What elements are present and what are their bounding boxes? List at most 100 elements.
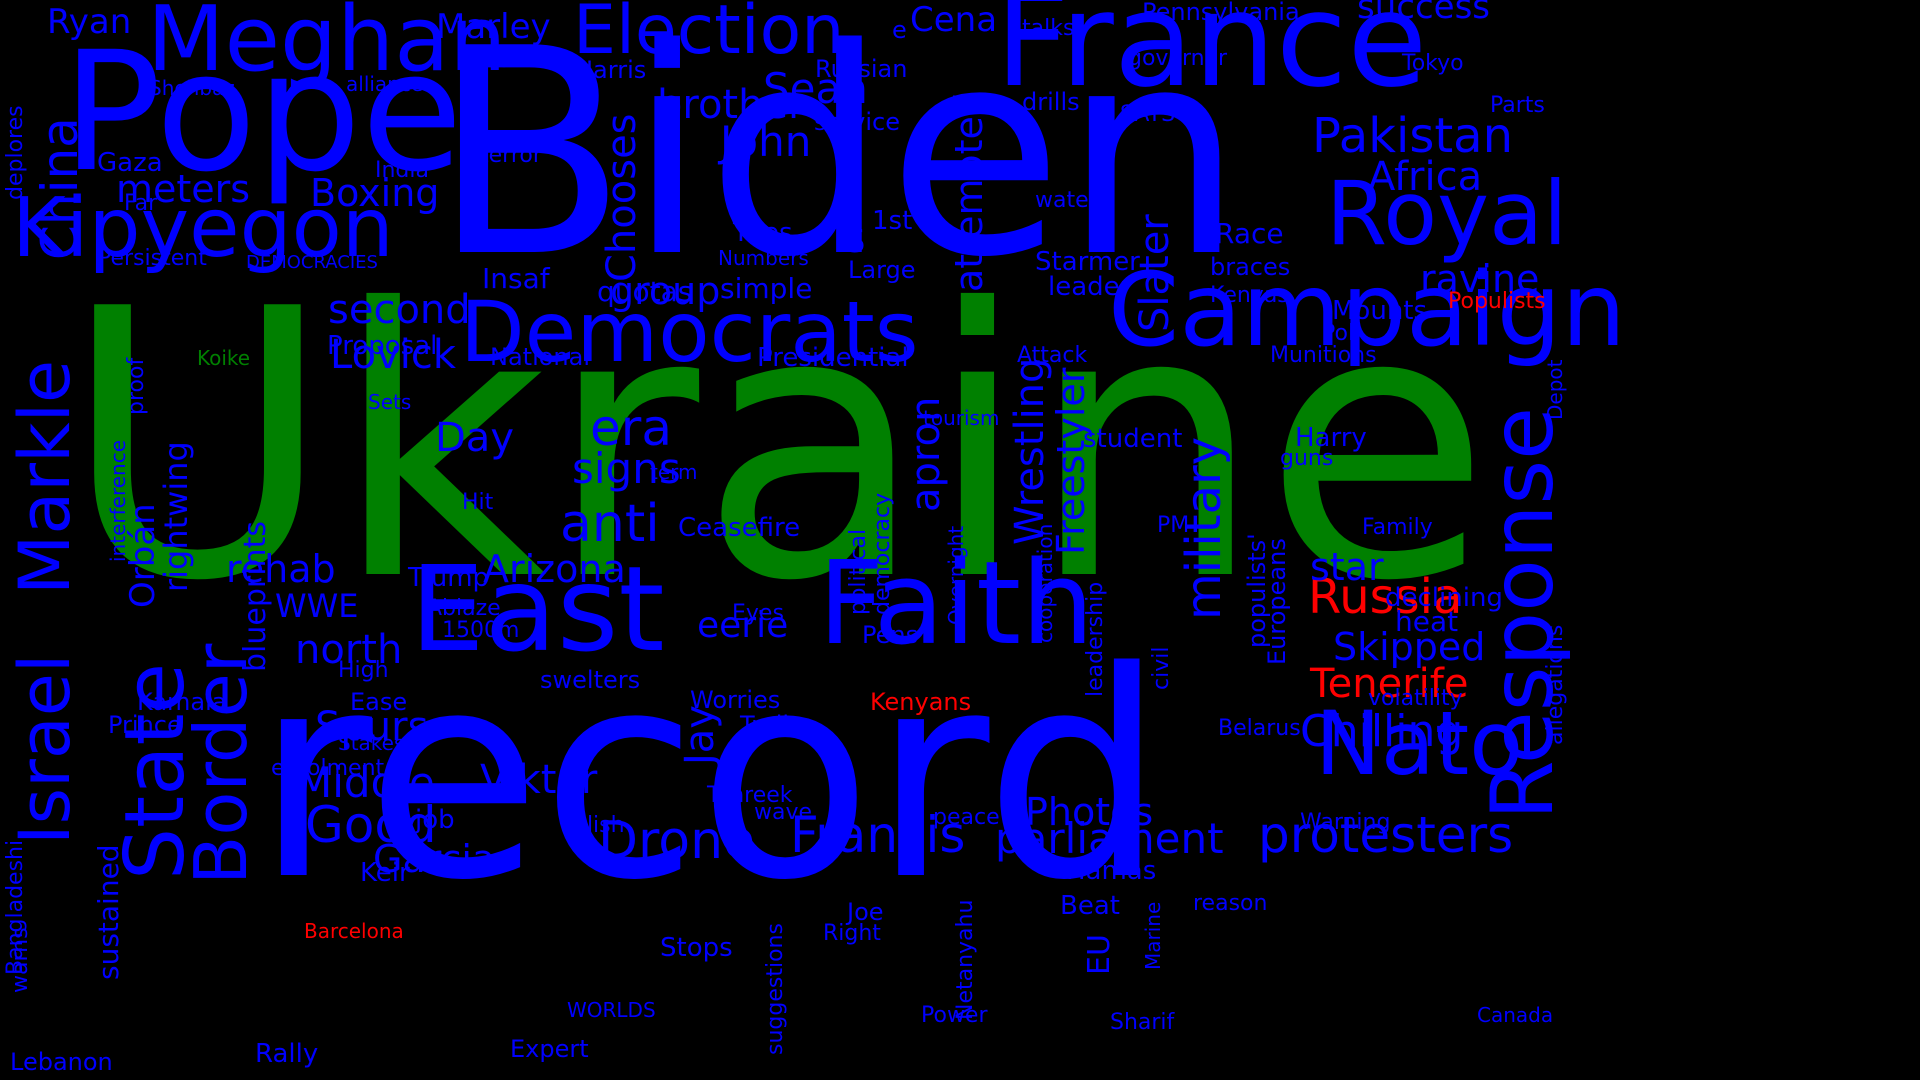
- word-attack: Attack: [1017, 343, 1088, 368]
- word-job: job: [415, 805, 455, 835]
- word-worries: Worries: [690, 686, 781, 714]
- word-lovick: Lovick: [330, 332, 456, 378]
- word-peace: peace: [933, 805, 1000, 830]
- word-kenyas: Kenyas: [1210, 283, 1289, 308]
- word-ceasefire: Ceasefire: [678, 513, 801, 543]
- word-sustained: sustained: [92, 844, 125, 980]
- word-ryan: Ryan: [47, 2, 132, 42]
- word-student: student: [1083, 424, 1183, 454]
- word-era: era: [590, 399, 672, 457]
- word-1500m: 1500m: [442, 618, 520, 643]
- word-viktor: Viktor: [480, 757, 598, 803]
- word-depot: Depot: [1543, 359, 1567, 420]
- word-barcelona: Barcelona: [304, 919, 404, 943]
- word-campaign: Campaign: [1108, 251, 1627, 370]
- word-simple: simple: [720, 272, 813, 305]
- word-rally: Rally: [255, 1039, 319, 1069]
- word-orb-n: Orbán: [123, 503, 163, 608]
- word-royal: Royal: [1326, 162, 1568, 265]
- word-tenerife: Tenerife: [1310, 661, 1469, 707]
- word-wrestling: Wrestling: [1007, 357, 1053, 545]
- word-rightwing: rightwing: [157, 441, 195, 592]
- word-pakistan: Pakistan: [1312, 108, 1513, 164]
- word-sharif: Sharif: [1110, 1010, 1175, 1035]
- word-signs: signs: [572, 444, 681, 493]
- word-presidential: Presidential: [757, 343, 909, 373]
- word-cena: Cena: [910, 0, 998, 40]
- word-overnight: Overnight: [944, 525, 968, 625]
- word-tehreek: Tehreek: [707, 783, 793, 808]
- word-east: East: [410, 540, 665, 678]
- word-chilling: Chilling: [1300, 706, 1464, 757]
- word-pm: PM: [1157, 513, 1190, 538]
- word-north: north: [295, 627, 403, 673]
- word-polish: Polish: [561, 813, 625, 838]
- word-ease: Ease: [350, 688, 408, 716]
- word-skipped: Skipped: [1333, 625, 1486, 669]
- word-stakes: Stakes: [338, 731, 405, 755]
- word-pennsylvania: Pennsylvania: [1142, 0, 1300, 26]
- word-chooses: Chooses: [599, 113, 645, 282]
- word-hamas: Hamas: [1066, 856, 1157, 886]
- word-record: record: [255, 611, 1166, 943]
- word-freestyler: Freestyler: [1049, 367, 1093, 555]
- word-terror: terror: [480, 143, 542, 168]
- word-eu: EU: [1082, 934, 1117, 975]
- word-governor: governor: [1128, 46, 1228, 71]
- word-kipyegon: Kipyegon: [12, 181, 394, 276]
- word-nato: Nato: [1315, 692, 1524, 795]
- word-attempted: attempted: [947, 91, 991, 292]
- word-cooperation: cooperation: [1033, 523, 1057, 643]
- word-right: Right: [823, 921, 881, 946]
- word-meters: meters: [116, 167, 251, 211]
- word-second: second: [328, 287, 471, 333]
- word-boxing: Boxing: [310, 171, 440, 215]
- word-leadership: leadership: [1083, 581, 1108, 697]
- word-keir: Keir: [360, 858, 410, 888]
- word-allegations: allegations: [1543, 624, 1568, 745]
- word-rehab: rehab: [226, 547, 336, 591]
- word-ablaze: Ablaze: [427, 596, 501, 621]
- word-harris: Harris: [575, 56, 647, 84]
- word-arizona: Arizona: [483, 547, 626, 591]
- word-talks: talks: [1022, 16, 1075, 41]
- word-beat: Beat: [1060, 891, 1120, 921]
- word-china: China: [31, 117, 89, 260]
- word-poll: Poll: [1322, 321, 1361, 346]
- word-africa: Africa: [1368, 154, 1483, 200]
- word-far: Far: [124, 191, 158, 216]
- word-ravine: ravine: [1420, 257, 1540, 301]
- word-insaf: Insaf: [482, 262, 550, 295]
- word-response: Response: [1473, 406, 1573, 820]
- word-success: success: [1357, 0, 1490, 27]
- word-prince: Prince: [108, 711, 182, 739]
- word-populists: Populists: [1448, 289, 1546, 314]
- word-persistent: Persistent: [98, 246, 207, 271]
- word-ukraine: Ukraine: [62, 232, 1491, 662]
- word-race: Race: [1215, 217, 1284, 250]
- word-worlds: WORLDS: [567, 998, 656, 1022]
- word-s: S: [845, 222, 866, 260]
- word-parts: Parts: [1490, 93, 1545, 118]
- word-meghan: Meghan: [147, 0, 507, 92]
- word-munitions: Munitions: [1270, 343, 1377, 368]
- word-border: Border: [179, 643, 263, 885]
- word-eerie: eerie: [697, 605, 789, 646]
- word-protesters: protesters: [1258, 806, 1514, 864]
- word-enrolment: enrolment: [271, 756, 385, 781]
- word-political: political: [846, 528, 871, 615]
- word-marine: Marine: [1141, 901, 1165, 970]
- word-elite: elite: [466, 48, 510, 72]
- word-trail: Trail: [740, 711, 790, 739]
- word-jay: Jay: [677, 705, 723, 765]
- word-large: Large: [848, 256, 916, 284]
- word-heat: heat: [1395, 605, 1459, 638]
- word-spurs: Spurs: [315, 704, 429, 750]
- word-democracies: DEMOCRACIES: [246, 252, 378, 273]
- word-wwe: WWE: [275, 587, 359, 625]
- word-quotas: quotas: [597, 275, 693, 308]
- word-star: star: [1310, 545, 1384, 589]
- word-le: Le: [514, 228, 545, 258]
- word-day: Day: [435, 415, 514, 461]
